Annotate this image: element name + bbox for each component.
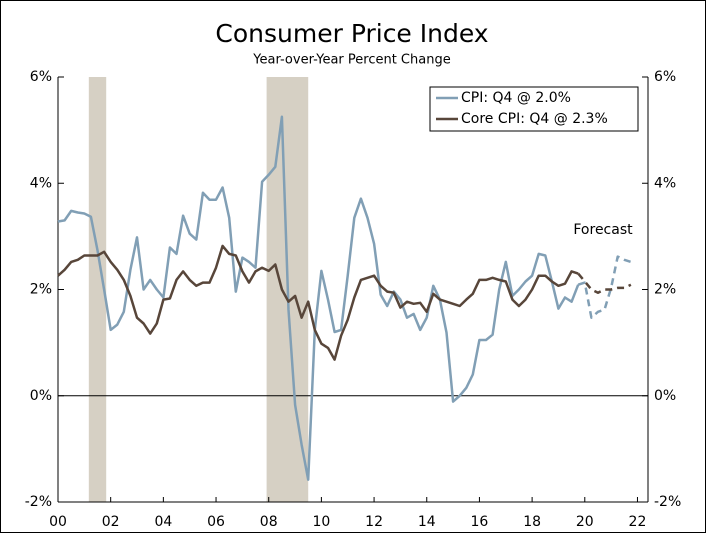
annotation: Forecast [573,222,633,238]
x-tick-label: 04 [154,514,172,530]
legend-label: Core CPI: Q4 @ 2.3% [461,111,608,127]
series-line [57,115,580,481]
y-tick-label: 0% [30,388,52,404]
forecast-line [577,272,632,294]
y-tick-label: 4% [30,175,52,191]
y-tick-label-right: 0% [654,388,676,404]
y-tick-label-right: 2% [654,282,676,298]
y-tick-label: 2% [30,282,52,298]
x-tick-label: 20 [576,514,594,530]
legend-label: CPI: Q4 @ 2.0% [461,90,571,106]
x-tick-label: 22 [629,514,647,530]
x-tick-label: 00 [49,514,67,530]
forecast-line [577,255,632,319]
y-tick-label: -2% [25,494,52,510]
y-tick-label-right: -2% [654,494,681,510]
series-line [57,244,579,361]
legend-box [429,86,639,132]
x-tick-label: 08 [260,514,278,530]
x-tick-label: 18 [523,514,541,530]
x-tick-label: 06 [207,514,225,530]
y-tick-label-right: 6% [654,69,676,85]
chart-title: Consumer Price Index [215,19,488,48]
x-tick-label: 10 [312,514,330,530]
x-tick-label: 16 [471,514,489,530]
y-tick-label: 6% [30,69,52,85]
x-tick-label: 14 [418,514,436,530]
x-tick-label: 02 [102,514,120,530]
chart-subtitle: Year-over-Year Percent Change [252,53,450,68]
y-tick-label-right: 4% [654,175,676,191]
x-tick-label: 12 [365,514,383,530]
